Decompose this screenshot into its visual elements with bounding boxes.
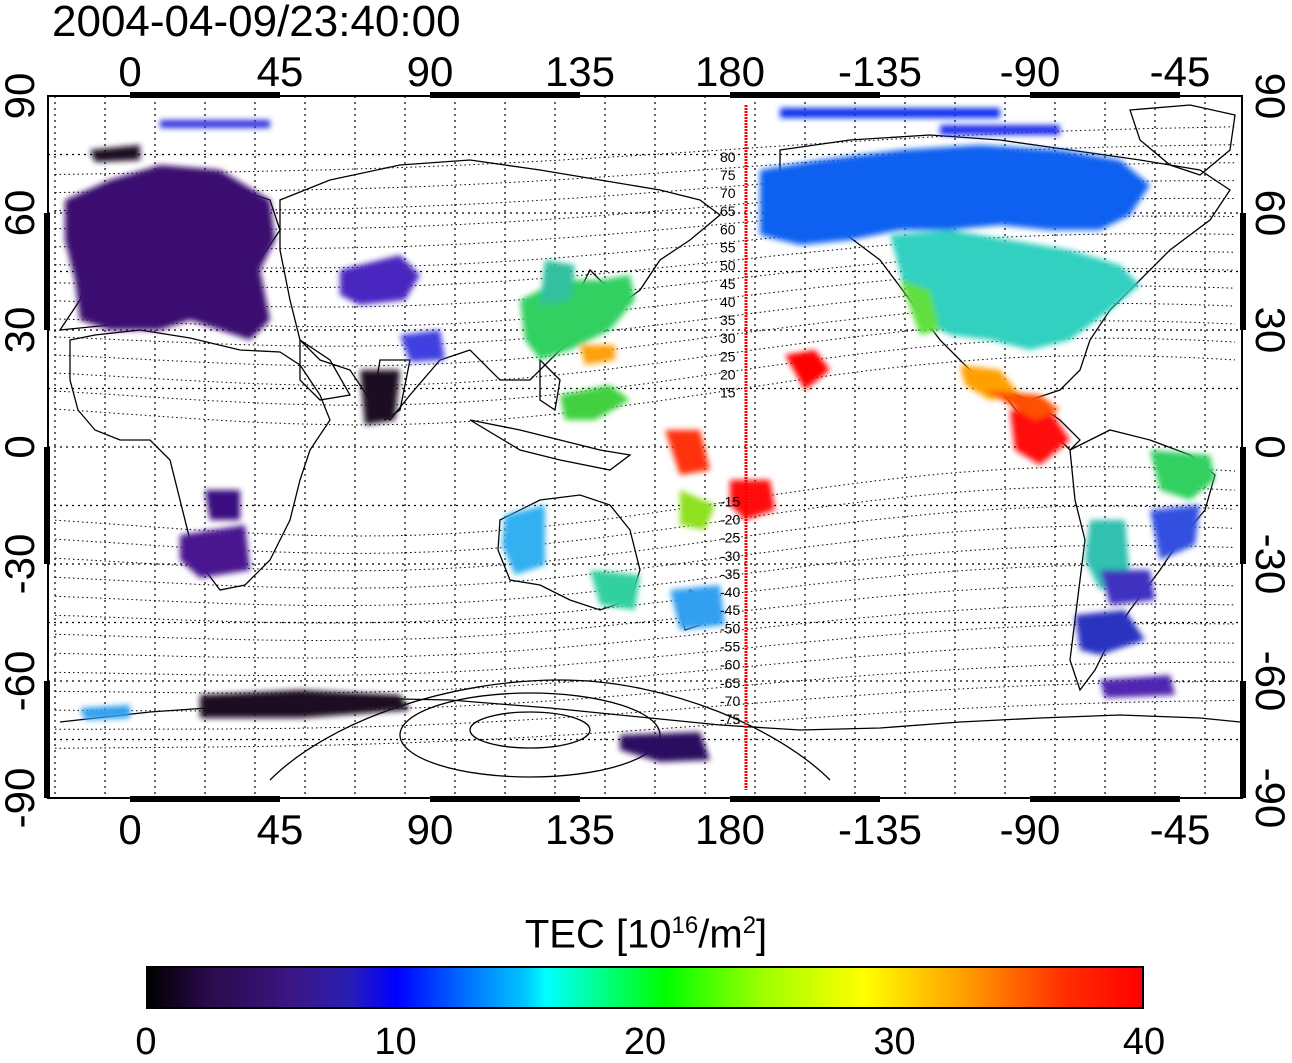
colorbar-tick-label: 10 — [374, 1021, 417, 1063]
magnetic-contour — [54, 233, 1236, 288]
tec-colorbar — [146, 966, 1144, 1009]
magnetic-lat-label: 80 — [720, 149, 736, 165]
magnetic-lat-label: 65 — [720, 203, 736, 219]
lon-tick-top: -135 — [838, 48, 922, 95]
lon-tick-top: 0 — [118, 48, 141, 95]
magnetic-contour — [54, 180, 1235, 230]
magnetic-lat-label: 50 — [720, 258, 736, 274]
magnetic-contour — [54, 642, 1236, 694]
colorbar-title-exp2: 2 — [742, 912, 757, 939]
lon-tick-top: 135 — [545, 48, 615, 95]
colorbar-tick-label: 30 — [873, 1021, 916, 1063]
magnetic-lat-label: 30 — [720, 330, 736, 346]
lon-tick-bottom: 45 — [257, 806, 304, 853]
tec-data — [65, 108, 1215, 762]
magnetic-lat-label: 45 — [720, 276, 736, 292]
lat-tick-left: -30 — [0, 534, 43, 595]
lat-tick-right: 30 — [1247, 307, 1292, 354]
lat-tick-left: 60 — [0, 190, 43, 237]
magnetic-lat-label: 35 — [720, 312, 736, 328]
magnetic-lat-label: -15 — [720, 493, 740, 509]
magnetic-contour — [54, 525, 1236, 589]
magnetic-lat-label: 40 — [720, 294, 736, 310]
lon-tick-top: -90 — [1000, 48, 1061, 95]
magnetic-contour — [54, 126, 1236, 175]
colorbar-tick-label: 0 — [135, 1021, 157, 1063]
magnetic-lat-label: -35 — [720, 566, 740, 582]
lat-tick-right: -60 — [1247, 651, 1292, 712]
lat-tick-right: -90 — [1247, 768, 1292, 829]
lon-tick-top: 180 — [695, 48, 765, 95]
lon-tick-top: -45 — [1150, 48, 1211, 95]
plot-title: 2004-04-09/23:40:00 — [52, 0, 461, 46]
lat-tick-left: 0 — [0, 435, 43, 458]
magnetic-lat-label: -60 — [720, 657, 740, 673]
magnetic-contour — [54, 162, 1236, 212]
lat-tick-left: -60 — [0, 651, 43, 712]
lon-tick-bottom: 90 — [407, 806, 454, 853]
magnetic-contour — [54, 215, 1236, 269]
lon-tick-bottom: -90 — [1000, 806, 1061, 853]
magnetic-lat-label: 60 — [720, 221, 736, 237]
lat-tick-left: 90 — [0, 73, 43, 120]
lat-tick-right: -30 — [1247, 534, 1292, 595]
colorbar-tick-label: 20 — [623, 1021, 667, 1063]
colorbar-tick-label: 40 — [1122, 1021, 1166, 1063]
magnetic-lat-label: 75 — [720, 167, 736, 183]
magnetic-lat-label: -75 — [720, 711, 740, 727]
lon-tick-bottom: -135 — [838, 806, 922, 853]
magnetic-latitude-labels: 80 75 70 65 60 55 50 45 40 35 30 25 20 15 -15 -20 -25 -30… — [720, 149, 740, 727]
axis-ticks: 0045459090135135180180-135-135-90-90-45-… — [0, 48, 1292, 853]
magnetic-lat-label: -45 — [720, 602, 740, 618]
magnetic-contour — [54, 680, 1236, 730]
magnetic-contour — [54, 197, 1236, 250]
magnetic-contour — [54, 603, 1236, 659]
colorbar-title: TEC [1016/m2] — [0, 903, 1292, 957]
magnetic-lat-label: -40 — [720, 584, 740, 600]
lon-tick-bottom: 0 — [118, 806, 141, 853]
magnetic-contour — [54, 623, 1236, 676]
lon-tick-top: 45 — [257, 48, 304, 95]
lat-tick-right: 90 — [1247, 73, 1292, 120]
lon-tick-bottom: 180 — [695, 806, 765, 853]
magnetic-contour — [54, 144, 1236, 193]
magnetic-lat-label: -70 — [720, 693, 740, 709]
magnetic-lat-label: 15 — [720, 385, 736, 401]
lat-tick-right: 60 — [1247, 190, 1292, 237]
magnetic-lat-label: 25 — [720, 348, 736, 364]
magnetic-lat-label: -30 — [720, 548, 740, 564]
magnetic-lat-label: 20 — [720, 367, 736, 383]
lat-tick-left: -90 — [0, 768, 43, 829]
magnetic-lat-label: 55 — [720, 240, 736, 256]
magnetic-contour — [55, 661, 1236, 712]
magnetic-lat-label: -50 — [720, 620, 740, 636]
colorbar-title-end: ] — [756, 912, 768, 957]
magnetic-contour — [54, 564, 1236, 624]
lon-tick-bottom: 135 — [545, 806, 615, 853]
magnetic-contour — [54, 700, 1236, 749]
magnetic-contour — [54, 544, 1236, 607]
lon-tick-top: 90 — [407, 48, 454, 95]
magnetic-lat-label: 70 — [720, 185, 736, 201]
lat-tick-right: 0 — [1247, 435, 1292, 458]
lat-tick-left: 30 — [0, 307, 43, 354]
lon-tick-bottom: -45 — [1150, 806, 1211, 853]
magnetic-lat-label: -25 — [720, 530, 740, 546]
colorbar-title-exp1: 16 — [671, 912, 699, 939]
magnetic-lat-label: -55 — [720, 639, 740, 655]
magnetic-contour — [54, 584, 1236, 642]
magnetic-lat-label: -20 — [720, 512, 740, 528]
tec-map: 0045459090135135180180-135-135-90-90-45-… — [0, 48, 1292, 853]
colorbar-title-main: TEC [10 — [524, 912, 672, 957]
colorbar-title-unit: /m — [698, 912, 743, 957]
magnetic-lat-label: -65 — [720, 675, 740, 691]
